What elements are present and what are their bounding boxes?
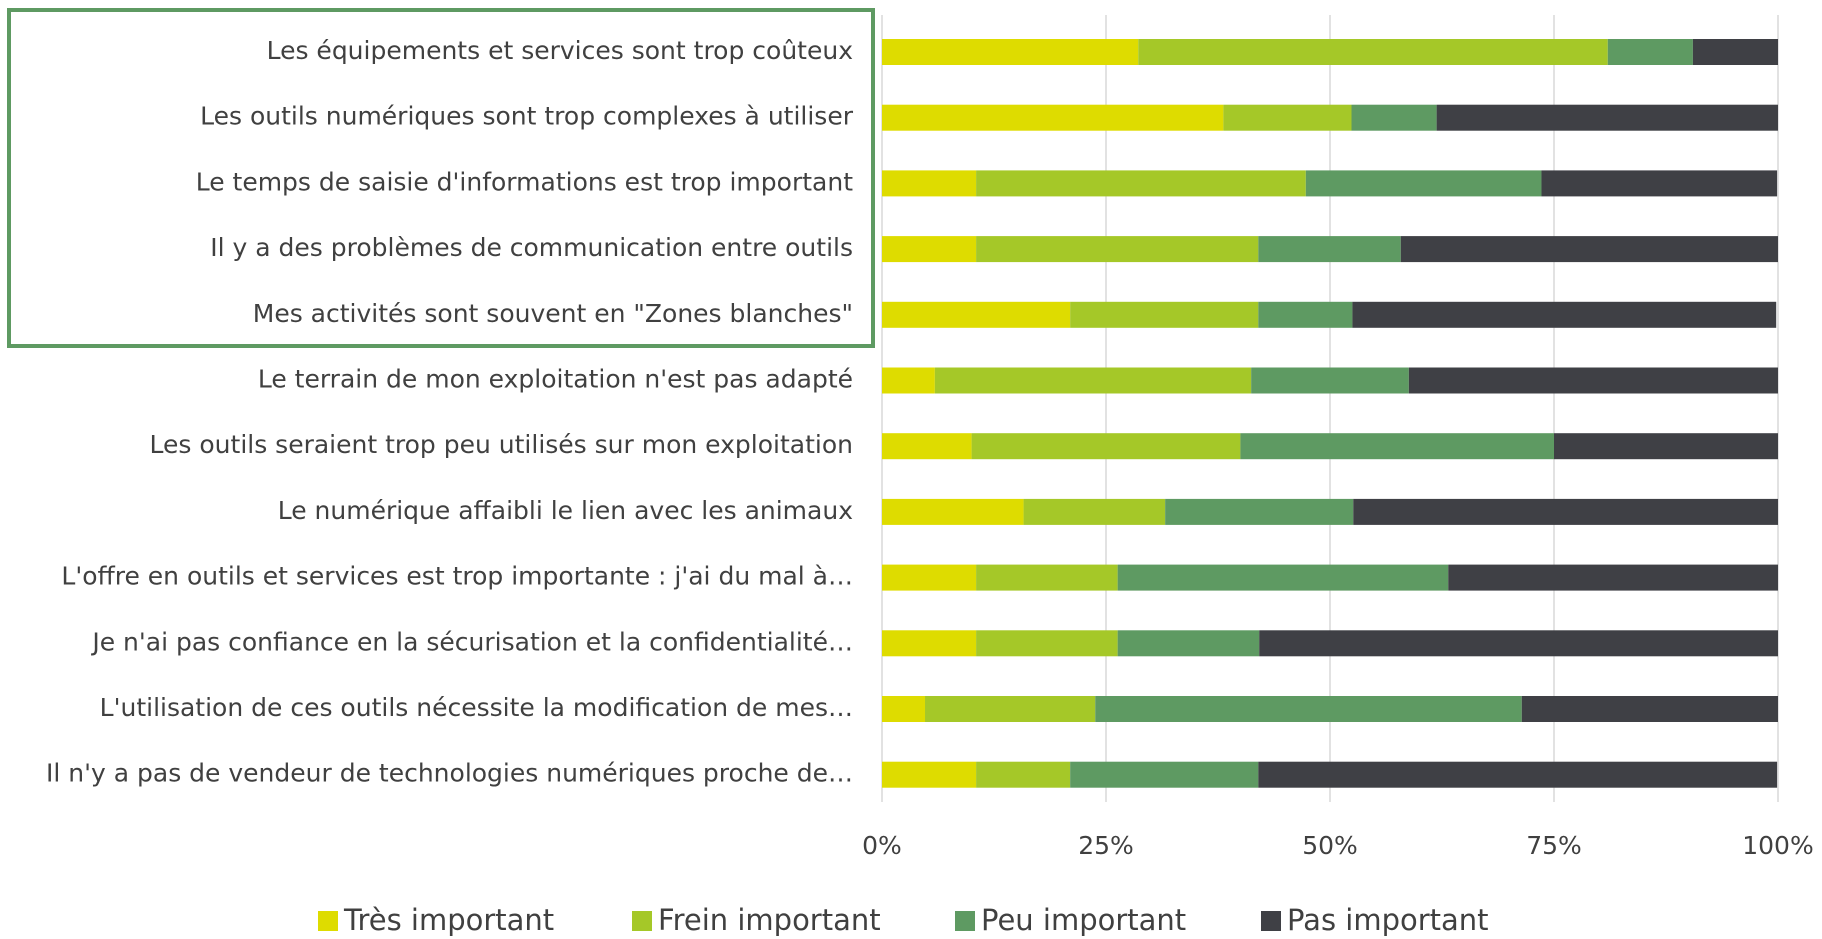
bar-segment: [882, 498, 1024, 525]
y-tick-label: Les outils numériques sont trop complexe…: [200, 102, 854, 131]
bar-segment: [976, 564, 1118, 591]
bar-segment: [882, 236, 977, 263]
bar-segment: [1692, 39, 1778, 65]
legend-swatch: [318, 911, 338, 931]
x-tick-label: 0%: [862, 831, 902, 860]
bar-segment: [1251, 367, 1409, 394]
x-tick-label: 50%: [1302, 831, 1358, 860]
bar-segment: [882, 696, 926, 722]
bar-segment: [1258, 236, 1401, 263]
bar-segment: [1023, 498, 1166, 525]
y-tick-label: Il n'y a pas de vendeur de technologies …: [46, 759, 853, 788]
legend-swatch: [632, 911, 652, 931]
bar-segment: [1117, 630, 1260, 657]
legend-swatch: [955, 911, 975, 931]
y-tick-label: Je n'ai pas confiance en la sécurisation…: [90, 627, 853, 656]
legend-swatch: [1261, 911, 1281, 931]
y-tick-label: Le temps de saisie d'informations est tr…: [196, 167, 853, 196]
bar-segment: [1352, 301, 1777, 328]
legend-label: Frein important: [658, 903, 881, 937]
y-tick-label: Mes activités sont souvent en "Zones bla…: [253, 299, 853, 328]
bar-segment: [1138, 39, 1608, 65]
bar-segment: [882, 630, 977, 657]
bar-segment: [1448, 564, 1778, 591]
y-tick-label: Le terrain de mon exploitation n'est pas…: [258, 365, 853, 394]
legend-label: Très important: [343, 903, 554, 937]
bar-segment: [1351, 104, 1437, 131]
bar-segment: [882, 367, 935, 394]
bar-segment: [1353, 498, 1778, 525]
x-tick-label: 100%: [1742, 831, 1813, 860]
bar-segment: [1541, 170, 1778, 197]
bar-segment: [1070, 761, 1259, 788]
x-tick-label: 75%: [1526, 831, 1582, 860]
y-tick-label: L'offre en outils et services est trop i…: [61, 562, 853, 591]
bar-segment: [976, 630, 1118, 657]
bar-segment: [882, 564, 977, 591]
bar-segment: [976, 761, 1071, 788]
bar-segment: [1554, 433, 1778, 460]
bar-segment: [1607, 39, 1693, 65]
bar-segment: [976, 236, 1259, 263]
bar-segment: [882, 170, 977, 197]
bar-segment: [971, 433, 1241, 460]
bar-segment: [1259, 630, 1778, 657]
bar-segment: [882, 39, 1139, 65]
x-tick-label: 25%: [1078, 831, 1134, 860]
bar-segment: [1258, 761, 1778, 788]
bar-segment: [1521, 696, 1778, 722]
bar-segment: [1258, 301, 1353, 328]
bar-segment: [882, 433, 972, 460]
highlight-box: [7, 8, 875, 348]
bar-segment: [1223, 104, 1352, 131]
bar-segment: [1240, 433, 1554, 460]
y-tick-label: Il y a des problèmes de communication en…: [210, 233, 853, 262]
legend-label: Peu important: [981, 903, 1186, 937]
bar-segment: [934, 367, 1252, 394]
y-tick-label: L'utilisation de ces outils nécessite la…: [100, 693, 853, 722]
bar-segment: [925, 696, 1096, 722]
bar-segment: [1408, 367, 1778, 394]
bar-segment: [1117, 564, 1449, 591]
bar-segment: [976, 170, 1306, 197]
bar-segment: [882, 104, 1224, 131]
y-tick-label: Les outils seraient trop peu utilisés su…: [150, 430, 853, 459]
y-tick-label: Le numérique affaibli le lien avec les a…: [278, 496, 853, 525]
bar-segment: [1436, 104, 1778, 131]
bar-segment: [1400, 236, 1778, 263]
bar-segment: [1070, 301, 1259, 328]
bar-segment: [1095, 696, 1522, 722]
bar-segment: [1165, 498, 1354, 525]
bar-segment: [882, 761, 977, 788]
bar-segment: [882, 301, 1071, 328]
bar-segment: [1305, 170, 1542, 197]
y-tick-label: Les équipements et services sont trop co…: [267, 36, 853, 65]
legend-label: Pas important: [1287, 903, 1489, 937]
